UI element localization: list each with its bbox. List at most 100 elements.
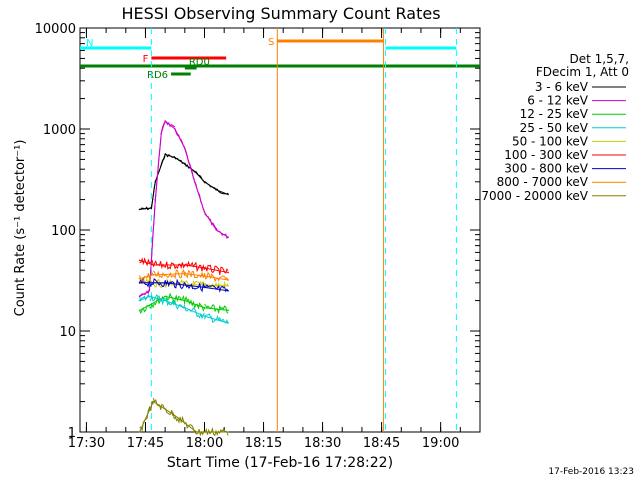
- series-noise-8: [152, 397, 174, 417]
- series-point-7-1: [152, 274, 155, 276]
- series-noise-0: [139, 206, 152, 211]
- series-noise-1: [184, 147, 196, 181]
- series-point-1-6: [184, 147, 186, 150]
- series-point-1-1: [148, 290, 151, 292]
- series-point-8-0: [138, 431, 141, 433]
- series-noise-0: [174, 157, 186, 165]
- series-point-0-7: [203, 181, 206, 183]
- x-tick-label-5: 18:45: [363, 436, 400, 451]
- series-noise-1: [215, 227, 229, 239]
- series-point-6-3: [227, 290, 229, 292]
- series-noise-1: [194, 181, 205, 212]
- series-noise-2: [204, 303, 229, 315]
- series-8: [138, 397, 229, 437]
- legend-label-0: 3 - 6 keV: [535, 80, 589, 94]
- flag-bars: N S F RD0 RD6: [80, 37, 480, 81]
- series-point-8-2: [172, 413, 174, 416]
- series-point-3-3: [184, 306, 186, 309]
- x-axis-label: Start Time (17-Feb-16 17:28:22): [167, 455, 393, 471]
- x-tick-label-0: 17:30: [68, 436, 105, 451]
- series-noise-0: [150, 181, 156, 209]
- series-point-8-1: [152, 400, 155, 403]
- series-noise-8: [139, 400, 154, 432]
- flag-label-S: S: [268, 37, 274, 48]
- series-point-0-5: [184, 163, 186, 165]
- series-noise-3: [139, 293, 150, 302]
- series-point-8-4: [227, 431, 229, 433]
- series-point-1-7: [193, 181, 196, 183]
- series-point-4-1: [227, 285, 229, 287]
- series-point-6-0: [138, 282, 141, 284]
- series-noise-7: [184, 269, 205, 279]
- series-7: [138, 268, 229, 283]
- series-noise-7: [204, 271, 229, 283]
- legend-title-0: Det 1,5,7,: [570, 52, 630, 66]
- series-noise-1: [160, 121, 166, 133]
- x-tick-label-6: 19:00: [422, 436, 459, 451]
- series-point-2-0: [138, 309, 141, 312]
- series-point-2-2: [164, 295, 166, 298]
- series-point-1-9: [215, 229, 218, 231]
- series-noise-0: [184, 162, 196, 173]
- series-point-3-0: [138, 299, 141, 302]
- series-noise-5: [184, 260, 205, 273]
- series-point-6-2: [203, 286, 206, 289]
- flag-label-RD6: RD6: [147, 70, 168, 81]
- series-point-1-2: [154, 198, 157, 201]
- tick-labels: 17:30 17:45 18:00 18:15 18:30 18:45 19:00 1 10 10…: [35, 22, 460, 451]
- series-point-0-4: [174, 156, 176, 159]
- series-3: [138, 293, 229, 324]
- series-point-5-0: [138, 259, 141, 262]
- x-tick-label-4: 18:30: [304, 436, 341, 451]
- legend-title-1: FDecim 1, Att 0: [536, 65, 629, 79]
- legend-label-4: 50 - 100 keV: [512, 134, 589, 148]
- y-tick-label-2: 100: [51, 224, 76, 239]
- series-point-0-8: [215, 189, 218, 191]
- series-point-2-3: [184, 299, 186, 302]
- series-noise-3: [164, 297, 186, 310]
- series-noise-8: [172, 412, 197, 435]
- series-noise-1: [174, 128, 186, 148]
- y-tick-label-1: 10: [59, 325, 76, 340]
- series-noise-2: [184, 295, 205, 312]
- series-noise-1: [154, 135, 162, 202]
- timestamp: 17-Feb-2016 13:23: [548, 467, 634, 477]
- series-point-5-2: [184, 264, 186, 266]
- legend-label-1: 6 - 12 keV: [527, 94, 589, 108]
- series-point-2-5: [227, 309, 229, 312]
- legend-label-2: 12 - 25 keV: [520, 107, 589, 121]
- legend-label-8: 7000 - 20000 keV: [481, 189, 588, 203]
- series-line-8: [139, 400, 229, 433]
- series-point-0-2: [154, 181, 157, 183]
- series-noise-1: [164, 121, 176, 128]
- series-noise-6: [204, 284, 229, 294]
- series-noise-0: [216, 188, 229, 195]
- series-noise-5: [204, 264, 229, 275]
- series-point-5-4: [227, 271, 229, 274]
- series-point-0-6: [193, 170, 196, 173]
- series-point-1-4: [164, 120, 166, 122]
- series-point-0-3: [164, 153, 166, 156]
- series-noise-1: [204, 213, 217, 230]
- series-noise-5: [152, 260, 186, 270]
- series-point-3-2: [164, 299, 166, 302]
- y-tick-label-3: 1000: [43, 123, 76, 138]
- series-point-7-0: [138, 277, 141, 280]
- series-point-2-4: [203, 306, 206, 309]
- flag-label-RD0: RD0: [189, 57, 210, 68]
- series-point-6-1: [164, 282, 166, 284]
- x-tick-label-1: 17:45: [127, 436, 164, 451]
- series-point-7-2: [184, 272, 186, 275]
- flag-label-F: F: [143, 54, 149, 65]
- series-point-7-4: [227, 279, 229, 281]
- series-line-3: [139, 295, 229, 324]
- series-noise-0: [164, 152, 176, 158]
- series-point-1-10: [227, 236, 229, 238]
- series-point-3-1: [148, 295, 151, 298]
- y-axis-label: Count Rate (s⁻¹ detector⁻¹): [13, 140, 28, 317]
- series-noise-1: [139, 288, 150, 297]
- series-noise-5: [139, 257, 154, 267]
- series-noise-3: [184, 306, 205, 320]
- series-noise-0: [154, 155, 166, 182]
